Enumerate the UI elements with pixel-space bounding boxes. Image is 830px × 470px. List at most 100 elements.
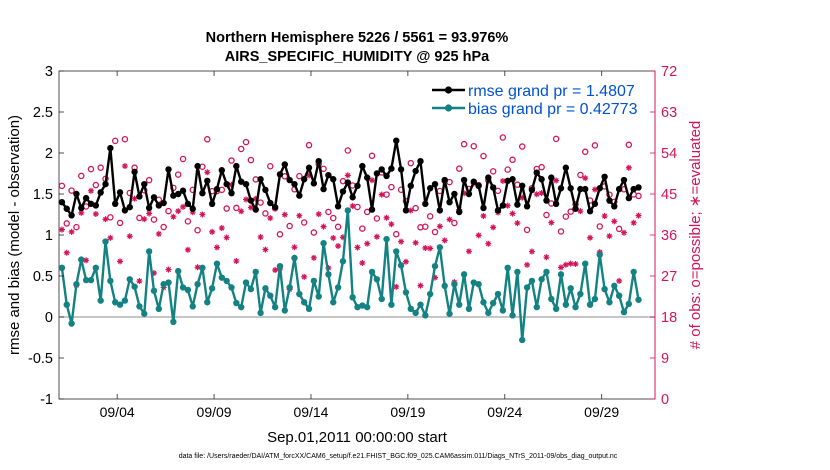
bias-point (165, 279, 172, 286)
bias-point (78, 256, 85, 263)
obs-possible-marker (87, 165, 95, 173)
bias-point (557, 271, 565, 278)
bias-point (68, 320, 75, 327)
bias-point (116, 301, 124, 308)
bias-point (446, 310, 453, 317)
obs-possible-marker (300, 219, 308, 226)
obs-evaluated-marker (330, 235, 337, 242)
bias-point (82, 276, 90, 284)
bias-point (543, 268, 550, 276)
bias-point (514, 268, 521, 276)
rmse-point (431, 180, 439, 188)
y-left-tick-label: 3 (45, 64, 53, 80)
obs-evaluated-marker (519, 194, 526, 201)
obs-evaluated-marker (378, 191, 385, 198)
rmse-point (635, 184, 642, 191)
obs-evaluated-marker (150, 270, 157, 277)
bias-point (402, 289, 410, 296)
obs-possible-marker (363, 208, 371, 216)
obs-evaluated-marker (87, 187, 94, 194)
rmse-point (577, 185, 584, 193)
rmse-point (155, 202, 163, 209)
obs-evaluated-marker (606, 233, 613, 240)
obs-evaluated-marker (223, 234, 230, 241)
rmse-point (485, 174, 492, 181)
obs-layer (58, 134, 642, 293)
obs-evaluated-marker (557, 264, 564, 271)
bias-point (431, 262, 439, 270)
bias-point (271, 303, 279, 311)
rmse-point (107, 144, 114, 152)
bias-point (625, 300, 633, 308)
bias-point (620, 308, 628, 316)
bias-point (315, 293, 322, 300)
chart-title-line1: Northern Hemisphere 5226 / 5561 = 93.976… (206, 30, 509, 46)
rmse-point (489, 184, 497, 191)
y-right-tick-label: 45 (661, 187, 677, 203)
obs-evaluated-marker (422, 245, 429, 252)
bias-point (150, 287, 158, 294)
bias-point (97, 297, 104, 304)
rmse-point (208, 200, 216, 208)
bias-point (383, 235, 390, 243)
obs-possible-marker (455, 165, 463, 172)
bias-point (107, 277, 114, 285)
obs-evaluated-marker (165, 266, 172, 273)
rmse-point (548, 174, 555, 181)
obs-evaluated-marker (107, 234, 114, 241)
rmse-point (359, 162, 366, 170)
obs-evaluated-marker (252, 195, 259, 202)
rmse-point (150, 194, 158, 201)
obs-evaluated-marker (315, 211, 322, 218)
rmse-point (523, 203, 531, 210)
rmse-point (596, 185, 603, 192)
bias-point (73, 281, 80, 288)
obs-evaluated-marker (281, 211, 288, 218)
bias-point (509, 312, 516, 319)
bias-point (63, 301, 70, 308)
obs-evaluated-marker (63, 249, 70, 256)
y-left-tick-label: -1 (40, 392, 53, 408)
obs-evaluated-marker (291, 244, 298, 251)
rmse-point (499, 202, 507, 209)
bias-point (155, 305, 163, 312)
obs-evaluated-marker (131, 195, 138, 202)
obs-possible-marker (233, 204, 240, 212)
obs-evaluated-marker (238, 208, 245, 215)
rmse-point (291, 180, 298, 188)
rmse-point (310, 180, 318, 187)
obs-evaluated-marker (417, 282, 424, 289)
bias-point (397, 262, 405, 269)
rmse-point (456, 208, 463, 216)
rmse-point (136, 193, 143, 200)
obs-evaluated-marker (543, 254, 550, 261)
rmse-point (87, 200, 95, 208)
bias-point (407, 305, 414, 312)
bias-point (572, 303, 579, 311)
rmse-point (296, 192, 303, 199)
obs-evaluated-marker (155, 230, 162, 237)
bias-point (160, 281, 167, 288)
rmse-point (257, 176, 264, 183)
rmse-point (373, 170, 381, 177)
obs-possible-marker (615, 225, 623, 233)
bias-point (339, 258, 347, 265)
obs-evaluated-marker (441, 237, 448, 244)
obs-possible-marker (334, 223, 342, 231)
rmse-point (620, 176, 628, 184)
bias-point (611, 282, 618, 290)
obs-possible-marker (330, 214, 337, 222)
obs-possible-marker (373, 215, 381, 222)
rmse-point (305, 164, 313, 171)
rmse-point (475, 182, 482, 189)
rmse-point (383, 172, 390, 180)
y-left-tick-label: -0.5 (28, 351, 53, 367)
obs-evaluated-marker (83, 257, 90, 264)
rmse-point (504, 177, 511, 185)
rmse-point (330, 176, 337, 183)
rmse-point (426, 185, 434, 192)
obs-evaluated-marker (553, 177, 560, 184)
rmse-point (606, 197, 613, 204)
obs-evaluated-marker (117, 258, 124, 265)
obs-evaluated-marker (262, 246, 269, 253)
